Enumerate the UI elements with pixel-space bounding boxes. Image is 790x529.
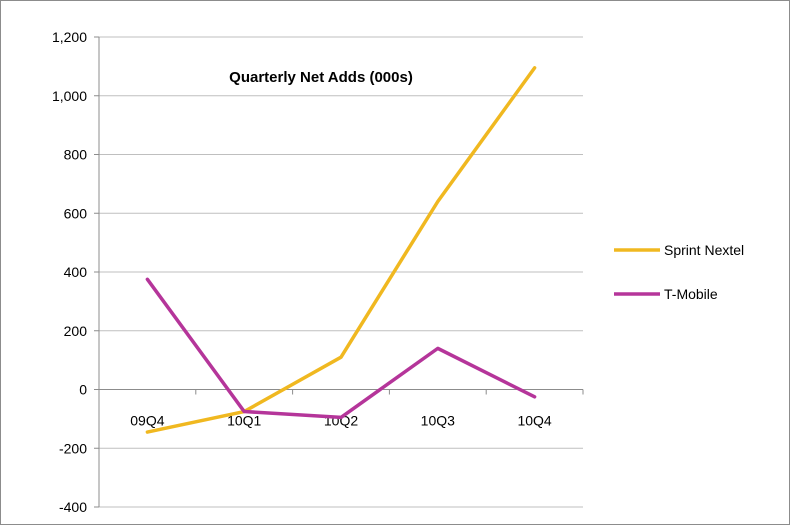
y-tick-label: 600 [64, 205, 88, 221]
x-tick-label: 10Q2 [324, 413, 358, 429]
legend: Sprint Nextel T-Mobile [614, 242, 744, 302]
x-tick-label: 10Q3 [421, 413, 455, 429]
gridlines [94, 36, 584, 508]
y-tick-label: -200 [59, 440, 87, 456]
legend-label: T-Mobile [664, 286, 718, 302]
y-tick-label: 0 [79, 382, 87, 398]
chart-title: Quarterly Net Adds (000s) [229, 69, 413, 86]
y-tick-label: 1,000 [52, 88, 87, 104]
series-line-t-mobile [145, 277, 537, 420]
x-tick-labels: 09Q4 10Q1 10Q2 10Q3 10Q4 [130, 413, 552, 429]
x-tick-label: 09Q4 [130, 413, 164, 429]
y-tick-label: 800 [64, 147, 88, 163]
y-tick-label: -400 [59, 499, 87, 515]
x-tick-label: 10Q4 [517, 413, 551, 429]
series-line-sprint-nextel [145, 66, 537, 434]
y-tick-label: 1,200 [52, 29, 87, 45]
y-tick-labels: 1,200 1,000 800 600 400 200 0 -200 -400 [52, 29, 87, 515]
legend-label: Sprint Nextel [664, 242, 744, 258]
axes [98, 37, 583, 507]
y-tick-label: 200 [64, 323, 88, 339]
x-tick-label: 10Q1 [227, 413, 261, 429]
series-lines [145, 66, 537, 434]
y-tick-label: 400 [64, 264, 88, 280]
